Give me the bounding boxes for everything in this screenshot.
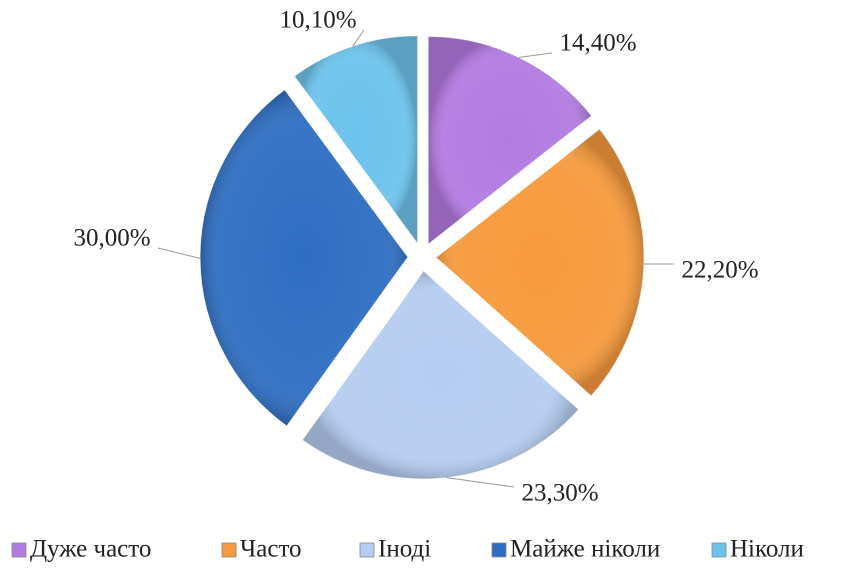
- leader-line: [518, 52, 553, 58]
- data-label: 23,30%: [521, 480, 598, 507]
- legend-swatch: [359, 542, 375, 558]
- legend-label: Іноді: [378, 536, 431, 563]
- legend-label: Дуже часто: [30, 536, 151, 563]
- legend-label: Часто: [240, 536, 302, 563]
- leader-line: [157, 247, 201, 259]
- leader-line: [352, 29, 365, 47]
- data-label: 22,20%: [681, 257, 758, 284]
- legend-swatch: [11, 542, 27, 558]
- data-label: 14,40%: [559, 30, 636, 57]
- data-label: 10,10%: [279, 7, 356, 34]
- data-label: 30,00%: [73, 225, 150, 252]
- legend-swatch: [221, 542, 237, 558]
- legend-label: Ніколи: [730, 536, 804, 563]
- legend-swatch: [711, 542, 727, 558]
- legend-label: Майже ніколи: [510, 536, 660, 563]
- legend-swatch: [491, 542, 507, 558]
- leader-line: [446, 477, 515, 488]
